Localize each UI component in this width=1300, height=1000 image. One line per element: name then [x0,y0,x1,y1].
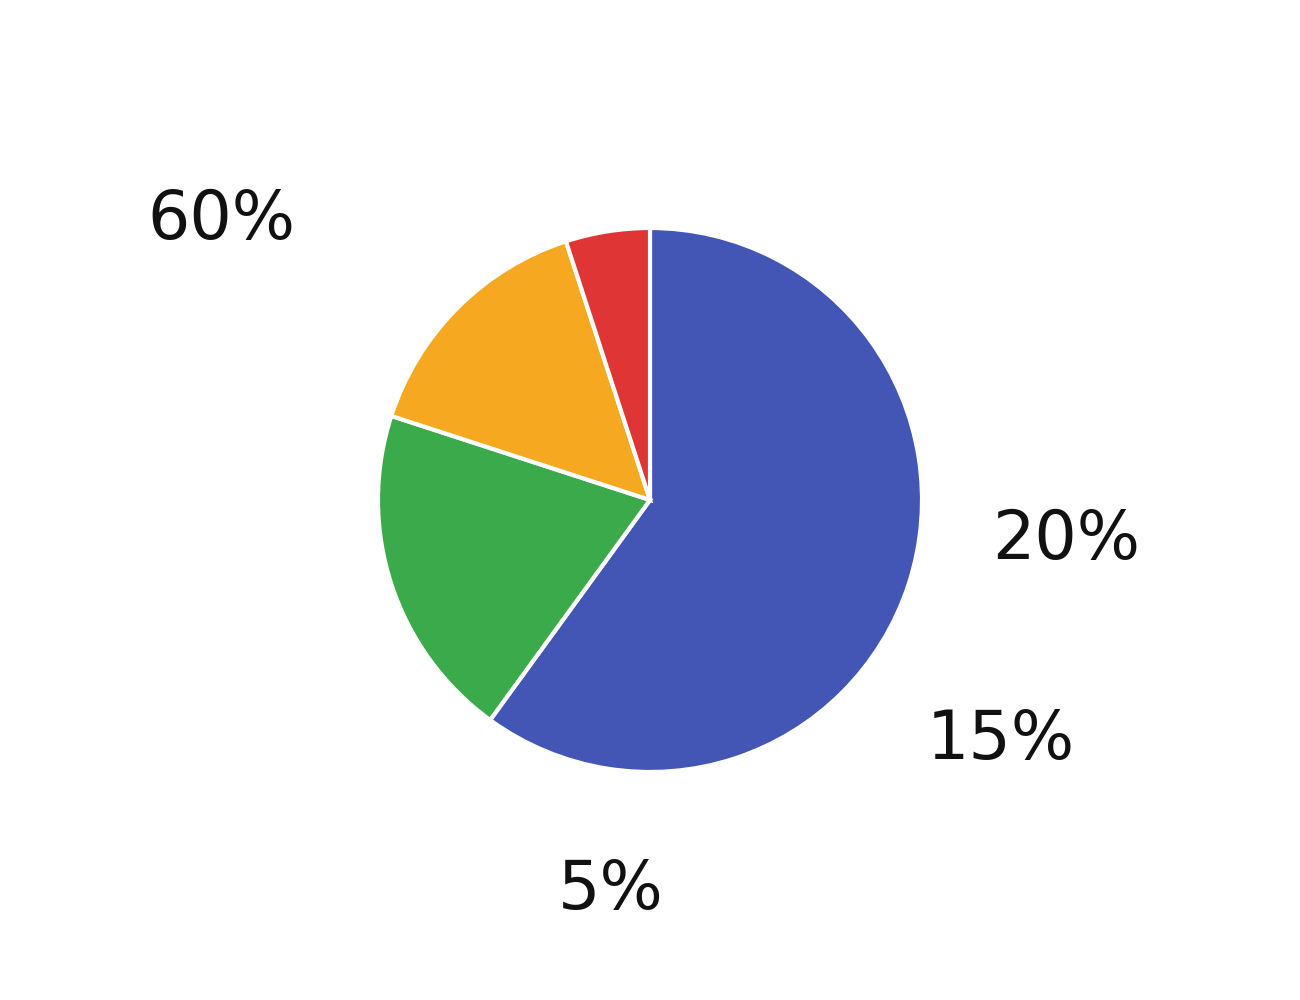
Wedge shape [378,416,650,720]
Text: 20%: 20% [992,507,1140,573]
Text: 5%: 5% [558,857,664,923]
Wedge shape [566,228,650,500]
Text: 60%: 60% [147,187,295,253]
Wedge shape [490,228,922,772]
Text: 15%: 15% [927,707,1075,773]
Wedge shape [391,241,650,500]
